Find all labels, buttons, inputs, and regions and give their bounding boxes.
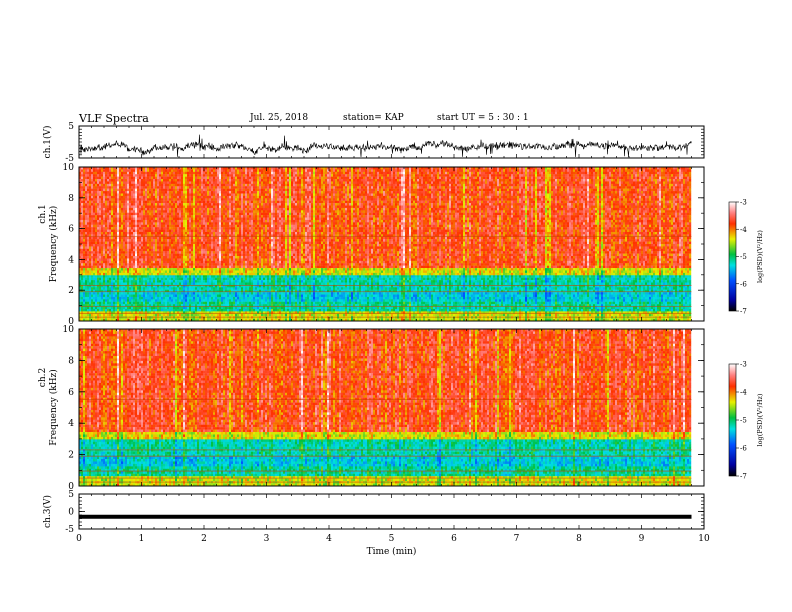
panel-frame-1 bbox=[79, 126, 704, 158]
ytick-label: 2 bbox=[68, 286, 74, 296]
ytick-label: 10 bbox=[63, 325, 75, 335]
spectrogram-ch2 bbox=[79, 329, 692, 486]
ytick-label: 8 bbox=[68, 194, 74, 204]
xtick-label: 10 bbox=[698, 534, 710, 544]
y-axis-label: ch.1(V) bbox=[42, 126, 53, 159]
ytick-label: 0 bbox=[68, 508, 74, 518]
panel-frame-4 bbox=[79, 494, 704, 529]
colorbar-tick-label: -5 bbox=[740, 253, 747, 261]
xtick-label: 5 bbox=[389, 534, 395, 544]
ytick-label: 6 bbox=[68, 225, 74, 235]
colorbar-tick-label: -4 bbox=[740, 389, 747, 397]
colorbar-tick-label: -4 bbox=[740, 226, 747, 234]
xtick-label: 8 bbox=[576, 534, 582, 544]
ytick-label: 5 bbox=[68, 122, 74, 132]
ytick-label: 2 bbox=[68, 451, 74, 461]
ytick-label: 5 bbox=[68, 490, 74, 500]
colorbar-tick-label: -6 bbox=[740, 280, 747, 288]
vlf-figure: -55ch.1(V)0246810ch.1 Frequency (kHz)0246… bbox=[0, 0, 792, 612]
xtick-label: 3 bbox=[264, 534, 270, 544]
xtick-label: 4 bbox=[326, 534, 332, 544]
y-axis-label: Frequency (kHz) bbox=[48, 369, 59, 446]
colorbar-tick-label: -6 bbox=[740, 445, 747, 453]
xtick-label: 6 bbox=[451, 534, 457, 544]
channel-label: ch.2 bbox=[38, 368, 48, 387]
ytick-label: 4 bbox=[68, 255, 74, 265]
y-axis-label: ch.3(V) bbox=[42, 495, 53, 528]
ytick-label: -5 bbox=[65, 525, 74, 535]
ytick-label: 10 bbox=[63, 163, 75, 173]
xtick-label: 1 bbox=[139, 534, 145, 544]
xtick-label: 9 bbox=[639, 534, 645, 544]
colorbar-tick-label: -3 bbox=[740, 199, 747, 207]
spectrogram-ch1 bbox=[79, 167, 692, 321]
xtick-label: 0 bbox=[76, 534, 82, 544]
x-axis-label: Time (min) bbox=[367, 546, 417, 557]
ytick-label: 4 bbox=[68, 419, 74, 429]
ch1-waveform bbox=[80, 135, 692, 157]
colorbar-tick-label: -3 bbox=[740, 361, 747, 369]
colorbar-label: log(PSD)(V²/Hz) bbox=[756, 393, 764, 446]
colorbar-ch1 bbox=[729, 202, 736, 311]
ytick-label: 8 bbox=[68, 356, 74, 366]
xtick-label: 2 bbox=[201, 534, 207, 544]
colorbar-tick-label: -5 bbox=[740, 417, 747, 425]
colorbar-ch2 bbox=[729, 364, 736, 476]
xtick-label: 7 bbox=[514, 534, 520, 544]
colorbar-label: log(PSD)(V²/Hz) bbox=[756, 230, 764, 283]
colorbar-tick-label: -7 bbox=[740, 308, 747, 316]
ytick-label: 6 bbox=[68, 388, 74, 398]
y-axis-label: Frequency (kHz) bbox=[48, 206, 59, 283]
colorbar-tick-label: -7 bbox=[740, 473, 747, 481]
channel-label: ch.1 bbox=[38, 204, 48, 223]
